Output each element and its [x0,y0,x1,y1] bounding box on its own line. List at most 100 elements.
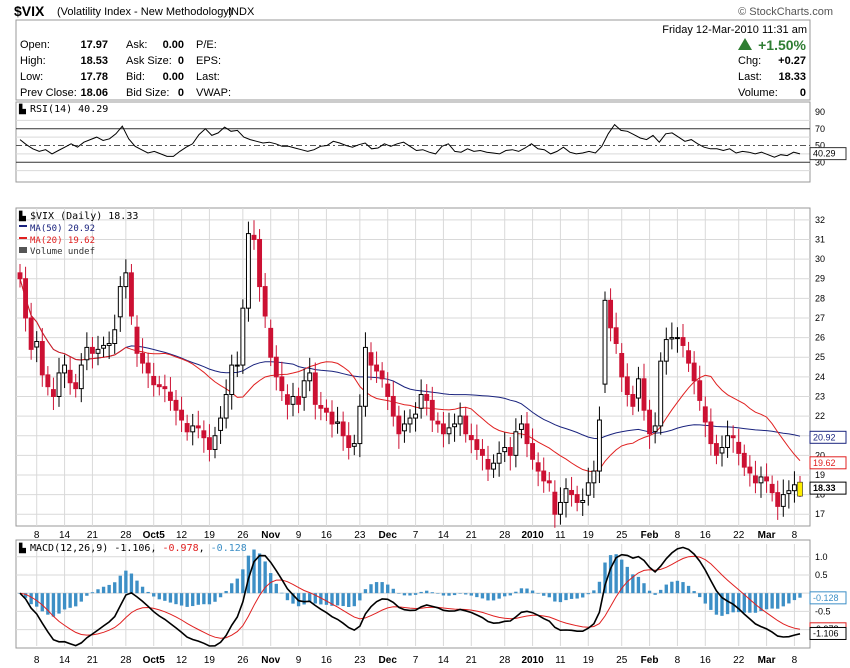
macd-hist-bar [280,592,284,594]
candle [457,402,463,436]
candle [530,428,536,470]
quote-value-last: 18.33 [778,71,806,83]
candle [463,407,469,443]
quote-label-chg: Chg: [738,55,761,67]
candle [167,377,173,411]
macd-hist-bar [413,593,418,595]
candle [775,480,781,520]
macd-hist-bar [191,593,195,607]
macd-hist-bar [731,593,735,613]
candle [206,424,212,462]
macd-hist-bar [74,593,78,607]
candle [747,455,753,487]
macd-hist-bar [436,593,440,594]
rsi-y-tick: 70 [815,124,825,134]
macd-hist-bar [51,593,56,617]
macd-hist-bar [391,588,395,594]
macd-hist-bar [257,553,262,594]
macd-hist-bar [185,593,189,607]
candle [351,434,357,456]
macd-panel: 1.00.5-0.5 -0.128-0.978-1.106 ▙ MACD(12,… [15,539,847,649]
candle [190,413,196,446]
date-tick-label: 14 [59,655,71,666]
macd-hist-bar [709,593,713,610]
macd-hist-bar [642,583,646,594]
date-tick-label: 14 [438,655,450,666]
candle [702,396,708,438]
quote-label-open: Open: [20,39,50,51]
macd-title-icon: ▙ [18,542,27,554]
macd-hist-bar [269,573,273,594]
macd-hist-bar [603,562,607,594]
candle [329,400,335,438]
candle [123,259,129,299]
macd-hist-bar [608,555,613,594]
macd-hist-bar [263,561,267,594]
date-tick-label: 26 [237,655,249,666]
candle [67,356,73,395]
svg-text:-1.106: -1.106 [813,628,839,638]
macd-hist-bar [781,593,785,607]
candle [468,423,474,454]
macd-hist-bar [302,593,306,605]
candle [418,379,424,419]
svg-text:19.62: 19.62 [813,458,836,468]
date-tick-label: 8 [34,655,40,666]
macd-hist-bar [46,593,50,615]
candle [491,454,497,478]
price-y-tick: 23 [815,391,825,401]
candle [374,351,380,383]
date-tick-label: 12 [176,530,188,541]
date-tick-label: 2010 [521,530,544,541]
macd-hist-bar [68,593,72,608]
date-tick-label: Mar [758,530,776,541]
macd-hist-bar [452,593,457,596]
candle [585,467,591,506]
macd-hist-bar [285,593,290,601]
macd-hist-bar [770,593,774,609]
candle [652,412,658,444]
macd-hist-bar [29,593,33,605]
macd-hist-bar [308,593,312,602]
price-y-tick: 26 [815,333,825,343]
macd-hist-bar [725,593,730,615]
candle [708,408,714,456]
macd-y-tick: 0.5 [815,570,828,580]
svg-text:20.92: 20.92 [813,432,836,442]
date-tick-label: 23 [354,530,366,541]
macd-hist-bar [441,593,446,596]
candle [279,361,285,401]
candle [17,264,23,288]
candle [28,302,34,360]
macd-hist-bar [386,584,390,594]
price-y-tick: 20 [815,450,825,460]
date-tick-label: Feb [641,655,659,666]
candle [34,331,40,363]
symbol: $VIX [14,3,45,19]
macd-hist-bar [140,586,145,594]
price-panel: 17181920212223242526272829303132 20.9219… [15,207,847,528]
quote-label-high: High: [20,55,46,67]
candle [691,351,697,395]
macd-hist-bar [530,590,535,594]
macd-hist-bar [90,592,95,594]
macd-hist-bar [146,591,150,594]
macd-hist-bar [753,593,758,613]
macd-hist-bar [536,593,540,594]
macd-hist-bar [397,593,401,594]
macd-hist-bar [179,593,184,606]
macd-hist-bar [85,593,89,596]
candle [613,312,619,354]
date-axis-bottom: 8 14 21 28 Oct5 12 19 26 Nov 9 16 23 Dec 7 14 21 28 2010 1… [34,655,798,666]
date-tick-label: 11 [555,530,566,541]
candle [591,460,597,498]
macd-hist-bar [720,593,724,616]
candle [357,394,363,458]
candle [663,327,669,375]
macd-hist-bar [213,593,217,602]
date-tick-label: 22 [733,530,745,541]
date-tick-label: Dec [379,655,398,666]
macd-hist-bar [486,593,490,601]
macd-hist-bar [631,574,635,594]
macd-hist-bar [670,581,674,594]
